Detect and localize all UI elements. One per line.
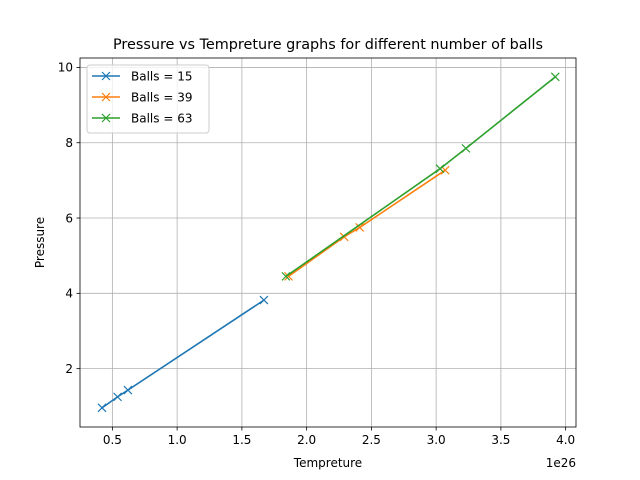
legend-swatch-marker [101, 71, 111, 81]
legend-label: Balls = 15 [131, 69, 192, 83]
data-point-marker [259, 295, 269, 305]
legend: Balls = 15 Balls = 39 Balls = 63 [86, 64, 210, 134]
legend-label: Balls = 63 [131, 111, 192, 125]
legend-box [86, 64, 210, 134]
x-tick-label: 3.5 [491, 433, 510, 447]
legend-entry-3: Balls = 63 [92, 111, 192, 125]
axis-ticks: 0.5 1.0 1.5 2.0 2.5 3.0 3.5 4.0 2 4 6 8 10 [58, 61, 575, 447]
series-1 [97, 295, 269, 413]
data-point-marker [461, 143, 471, 153]
data-point-marker [123, 385, 133, 395]
x-tick-label: 1.5 [232, 433, 251, 447]
grid [80, 58, 576, 427]
y-tick-label: 6 [65, 211, 73, 225]
x-tick-label: 2.5 [362, 433, 381, 447]
data-point-marker [550, 72, 560, 82]
data-point-marker [355, 223, 365, 232]
legend-swatch-marker [101, 92, 111, 102]
y-tick-label: 8 [65, 136, 73, 150]
series-2 [284, 165, 450, 281]
legend-swatch-marker [101, 113, 111, 123]
x-tick-label: 2.0 [297, 433, 316, 447]
series-line [288, 169, 446, 278]
data-point-marker [284, 271, 293, 281]
y-tick-label: 10 [58, 61, 73, 75]
x-axis-offset-label: 1e26 [546, 456, 576, 470]
x-tick-label: 3.0 [427, 433, 446, 447]
legend-entry-2: Balls = 39 [92, 90, 192, 104]
plot-series [97, 72, 560, 413]
data-point-marker [97, 403, 107, 413]
series-3 [281, 72, 560, 281]
data-point-marker [435, 164, 445, 174]
y-tick-label: 2 [65, 362, 73, 376]
legend-entry-1: Balls = 15 [92, 69, 192, 83]
x-tick-label: 1.0 [168, 433, 187, 447]
x-axis-label: Tempreture [293, 456, 362, 470]
x-tick-label: 4.0 [556, 433, 575, 447]
y-tick-label: 4 [65, 287, 73, 301]
x-tick-label: 0.5 [103, 433, 122, 447]
data-point-marker [113, 392, 122, 402]
series-line [285, 76, 556, 278]
chart-title: Pressure vs Tempreture graphs for differ… [113, 37, 543, 53]
legend-label: Balls = 39 [131, 90, 192, 104]
y-axis-label: Pressure [33, 217, 47, 268]
plot-frame [79, 57, 577, 428]
data-point-marker [281, 271, 291, 281]
series-line [101, 299, 265, 409]
